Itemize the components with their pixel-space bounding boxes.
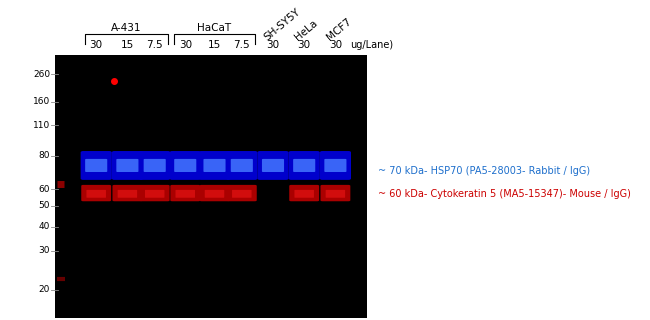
FancyBboxPatch shape [81,151,112,180]
FancyBboxPatch shape [257,151,289,180]
FancyBboxPatch shape [320,185,350,201]
Text: 260: 260 [33,70,50,79]
FancyBboxPatch shape [231,159,253,172]
FancyBboxPatch shape [232,190,252,198]
Text: 30: 30 [90,40,103,50]
FancyBboxPatch shape [320,151,351,180]
Text: MCF7: MCF7 [324,16,353,42]
Text: 7.5: 7.5 [146,40,163,50]
FancyBboxPatch shape [145,190,164,198]
Text: 80: 80 [38,151,50,160]
FancyBboxPatch shape [226,151,257,180]
FancyBboxPatch shape [227,185,257,201]
FancyBboxPatch shape [118,190,137,198]
Text: 30: 30 [329,40,342,50]
FancyBboxPatch shape [170,151,201,180]
FancyBboxPatch shape [293,159,315,172]
FancyBboxPatch shape [170,185,200,201]
FancyBboxPatch shape [139,151,170,180]
FancyBboxPatch shape [199,151,230,180]
FancyBboxPatch shape [86,190,106,198]
FancyBboxPatch shape [112,185,142,201]
FancyBboxPatch shape [294,190,314,198]
FancyBboxPatch shape [140,185,170,201]
FancyBboxPatch shape [112,151,143,180]
FancyBboxPatch shape [262,159,284,172]
Text: 50: 50 [38,201,50,210]
Text: 30: 30 [266,40,280,50]
Text: 20: 20 [39,285,50,294]
FancyBboxPatch shape [116,159,138,172]
Text: 7.5: 7.5 [233,40,250,50]
Text: HeLa: HeLa [293,18,320,42]
FancyBboxPatch shape [289,151,320,180]
Text: SH-SY5Y: SH-SY5Y [262,6,302,42]
Text: 30: 30 [179,40,192,50]
Text: ug/Lane): ug/Lane) [350,40,393,50]
Text: 40: 40 [39,222,50,231]
Text: ~ 60 kDa- Cytokeratin 5 (MA5-15347)- Mouse / IgG): ~ 60 kDa- Cytokeratin 5 (MA5-15347)- Mou… [378,189,631,199]
Text: 60: 60 [38,185,50,194]
Text: 110: 110 [32,121,50,130]
Text: A-431: A-431 [111,23,141,33]
FancyBboxPatch shape [144,159,166,172]
FancyBboxPatch shape [326,190,345,198]
FancyBboxPatch shape [200,185,229,201]
FancyBboxPatch shape [174,159,196,172]
Text: HaCaT: HaCaT [198,23,231,33]
Text: 160: 160 [32,97,50,106]
FancyBboxPatch shape [324,159,346,172]
FancyBboxPatch shape [289,185,319,201]
Bar [55,55,367,318]
FancyBboxPatch shape [81,185,111,201]
FancyBboxPatch shape [176,190,195,198]
Text: 15: 15 [121,40,134,50]
Text: 30: 30 [38,246,50,255]
FancyBboxPatch shape [203,159,226,172]
Text: 15: 15 [208,40,221,50]
Text: 30: 30 [298,40,311,50]
FancyBboxPatch shape [85,159,107,172]
FancyBboxPatch shape [205,190,224,198]
Text: ~ 70 kDa- HSP70 (PA5-28003- Rabbit / IgG): ~ 70 kDa- HSP70 (PA5-28003- Rabbit / IgG… [378,166,590,176]
